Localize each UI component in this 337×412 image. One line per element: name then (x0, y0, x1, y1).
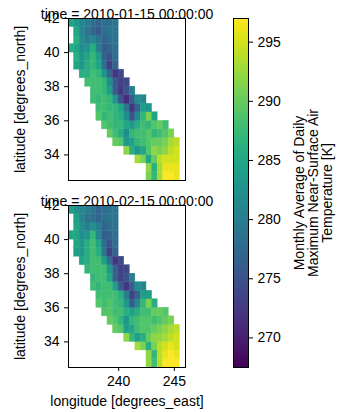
svg-text:38: 38 (44, 78, 60, 94)
svg-text:36: 36 (44, 299, 60, 315)
svg-text:38: 38 (44, 265, 60, 281)
svg-text:36: 36 (44, 112, 60, 128)
svg-text:latitude [degrees_north]: latitude [degrees_north] (12, 213, 28, 360)
svg-text:longitude [degrees_east]: longitude [degrees_east] (50, 393, 203, 409)
svg-text:40: 40 (44, 44, 60, 60)
svg-text:240: 240 (107, 373, 131, 389)
svg-text:40: 40 (44, 231, 60, 247)
svg-text:245: 245 (163, 373, 187, 389)
svg-text:285: 285 (258, 152, 282, 168)
svg-text:275: 275 (258, 270, 282, 286)
svg-text:time = 2010-01-15 00:00:00: time = 2010-01-15 00:00:00 (41, 6, 214, 22)
svg-text:34: 34 (44, 146, 60, 162)
svg-text:280: 280 (258, 211, 282, 227)
svg-text:270: 270 (258, 329, 282, 345)
svg-text:34: 34 (44, 333, 60, 349)
svg-text:290: 290 (258, 93, 282, 109)
svg-text:latitude [degrees_north]: latitude [degrees_north] (12, 26, 28, 173)
svg-text:time = 2010-02-15 00:00:00: time = 2010-02-15 00:00:00 (41, 193, 214, 209)
svg-text:295: 295 (258, 34, 282, 50)
svg-text:Monthly Average of DailyMaximu: Monthly Average of DailyMaximum Near-Sur… (291, 109, 335, 277)
